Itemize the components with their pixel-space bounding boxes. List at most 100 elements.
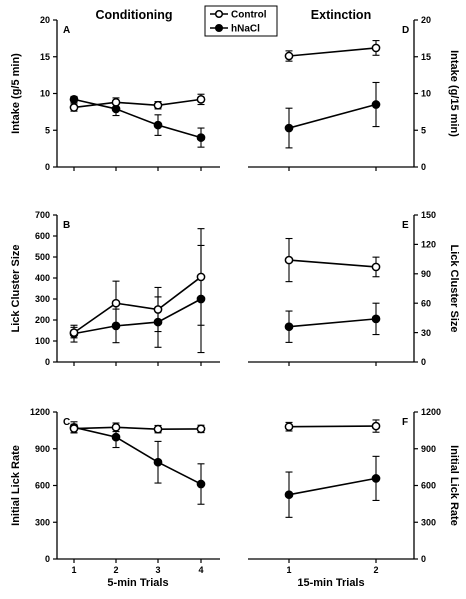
panel-c-y-tick-label: 900 [35, 444, 50, 454]
panel-f-hnacl-series [284, 455, 381, 518]
legend-label-control: Control [231, 10, 267, 21]
panel-f-control-series-point [284, 422, 294, 432]
panel-c-control-series-line [73, 426, 202, 430]
panel-d-hnacl-series-point [284, 123, 294, 133]
panel-c-control-series-point [111, 422, 121, 432]
panel-d-y-tick-label: 20 [421, 15, 431, 25]
panel-a-hnacl-series-point [153, 120, 163, 130]
panel-c: 0 300 600 900 1200 1 2 3 4 Initial Lick Rate C [10, 407, 220, 575]
panel-f-y-tick-label: 900 [421, 444, 436, 454]
panel-c-hnacl-series [69, 421, 206, 505]
panel-f-x-tick-label: 1 [286, 565, 291, 575]
panel-e-letter: E [402, 220, 409, 231]
panel-e-control-series-line [288, 259, 377, 268]
panel-c-y-tick-label: 1200 [30, 407, 50, 417]
panel-d-hnacl-series [284, 81, 381, 149]
panel-e-y-tick-label: 120 [421, 240, 436, 250]
legend-marker-hnacl [214, 23, 224, 33]
panel-d-control-series-line [288, 47, 377, 57]
panel-c-hnacl-series-line [73, 426, 202, 485]
column-title-conditioning: Conditioning [95, 8, 172, 22]
panel-f-y-tick-label: 0 [421, 554, 426, 564]
panel-a-hnacl-series-point [196, 133, 206, 142]
panel-d-y-tick-label: 10 [421, 89, 431, 99]
panel-b-hnacl-series [69, 244, 206, 354]
panel-f-hnacl-series-line [288, 477, 377, 496]
panel-a-control-series-point [69, 103, 79, 112]
panel-d-hnacl-series-line [288, 103, 377, 129]
panel-f-y-tick-label: 1200 [421, 407, 441, 417]
panel-e-y-tick-label: 150 [421, 210, 436, 220]
panel-d: 0 5 10 15 20 Intake (g/15 min) D [248, 15, 460, 172]
panel-a-hnacl-series-point [69, 95, 79, 104]
column-title-extinction: Extinction [311, 8, 371, 22]
panel-f-control-series-point [371, 421, 381, 431]
panel-e-control-series-point [284, 255, 294, 265]
panel-f-control-series-line [288, 425, 377, 428]
panel-a: 0 5 10 15 20 Intake (g/5 min) A [10, 15, 220, 172]
panel-d-y-axis-label: Intake (g/15 min) [448, 50, 460, 137]
panel-b-y-axis-label: Lick Cluster Size [10, 244, 22, 332]
panel-c-control-series [69, 422, 206, 434]
panel-c-x-tick-label: 2 [113, 565, 118, 575]
panel-c-x-tick-label: 1 [71, 565, 76, 575]
x-axis-label-left: 5-min Trials [107, 577, 168, 589]
panel-c-hnacl-series-point [196, 479, 206, 489]
panel-e-hnacl-series-point [284, 322, 294, 332]
x-axis-label-right: 15-min Trials [297, 577, 364, 589]
panel-d-hnacl-series-point [371, 100, 381, 109]
panel-e-y-tick-label: 30 [421, 328, 431, 338]
panel-a-control-series-point [153, 100, 163, 110]
panel-b: 0 100 200 300 400 500 600 700 Lick Cluster Size B [10, 210, 220, 367]
panel-f-y-tick-label: 600 [421, 481, 436, 491]
panel-c-y-tick-label: 600 [35, 481, 50, 491]
panel-f-control-series [284, 419, 381, 433]
panel-f-hnacl-series-point [371, 474, 381, 483]
panel-b-y-tick-label: 600 [35, 231, 50, 241]
panel-b-control-series-point [111, 298, 121, 308]
panel-f-x-tick-label: 2 [373, 565, 378, 575]
panel-d-y-tick-label: 15 [421, 52, 431, 62]
panel-c-y-tick-label: 300 [35, 517, 50, 527]
panel-b-letter: B [63, 220, 70, 231]
panel-a-y-tick-label: 15 [40, 52, 50, 62]
panel-b-y-tick-label: 700 [35, 210, 50, 220]
panel-b-control-series-point [69, 328, 79, 337]
panel-a-letter: A [63, 25, 70, 36]
panel-b-control-series-point [153, 305, 163, 314]
panel-e-y-tick-label: 0 [421, 357, 426, 367]
panel-e: 0 30 60 90 120 150 Lick Cluster Size E [248, 210, 460, 367]
panel-c-control-series-point [69, 424, 79, 433]
panel-f-y-axis-label: Initial Lick Rate [448, 445, 460, 526]
legend: Control hNaCl [204, 5, 278, 37]
panel-f: 0 300 600 900 1200 1 2 Initial Lick Rate F [248, 407, 460, 575]
panel-a-y-tick-label: 0 [45, 162, 50, 172]
panel-d-y-tick-label: 5 [421, 125, 426, 135]
panel-b-y-tick-label: 500 [35, 252, 50, 262]
panel-e-y-tick-label: 60 [421, 298, 431, 308]
panel-c-control-series-point [196, 424, 206, 434]
panel-c-letter: C [63, 417, 70, 428]
panel-b-control-series-line [73, 276, 202, 334]
panel-f-letter: F [402, 417, 408, 428]
panel-a-y-axis-label: Intake (g/5 min) [10, 53, 22, 134]
panel-e-y-tick-label: 90 [421, 269, 431, 279]
panel-a-y-tick-label: 10 [40, 89, 50, 99]
panel-e-hnacl-series-point [371, 314, 381, 324]
legend-label-hnacl: hNaCl [231, 24, 260, 35]
panel-e-hnacl-series-line [288, 318, 377, 328]
panel-e-y-axis-label: Lick Cluster Size [448, 244, 460, 332]
panel-b-hnacl-series-line [73, 298, 202, 335]
panel-b-control-series-point [196, 272, 206, 282]
panel-b-y-tick-label: 0 [45, 357, 50, 367]
panel-b-y-tick-label: 200 [35, 315, 50, 325]
panel-e-control-series [284, 237, 381, 283]
legend-marker-control [214, 9, 224, 19]
panel-b-y-tick-label: 300 [35, 294, 50, 304]
panel-c-hnacl-series-point [111, 432, 121, 442]
panel-c-y-axis-label: Initial Lick Rate [10, 445, 22, 526]
panel-b-y-tick-label: 100 [35, 336, 50, 346]
panel-b-control-series [69, 228, 206, 339]
panel-f-hnacl-series-point [284, 490, 294, 500]
